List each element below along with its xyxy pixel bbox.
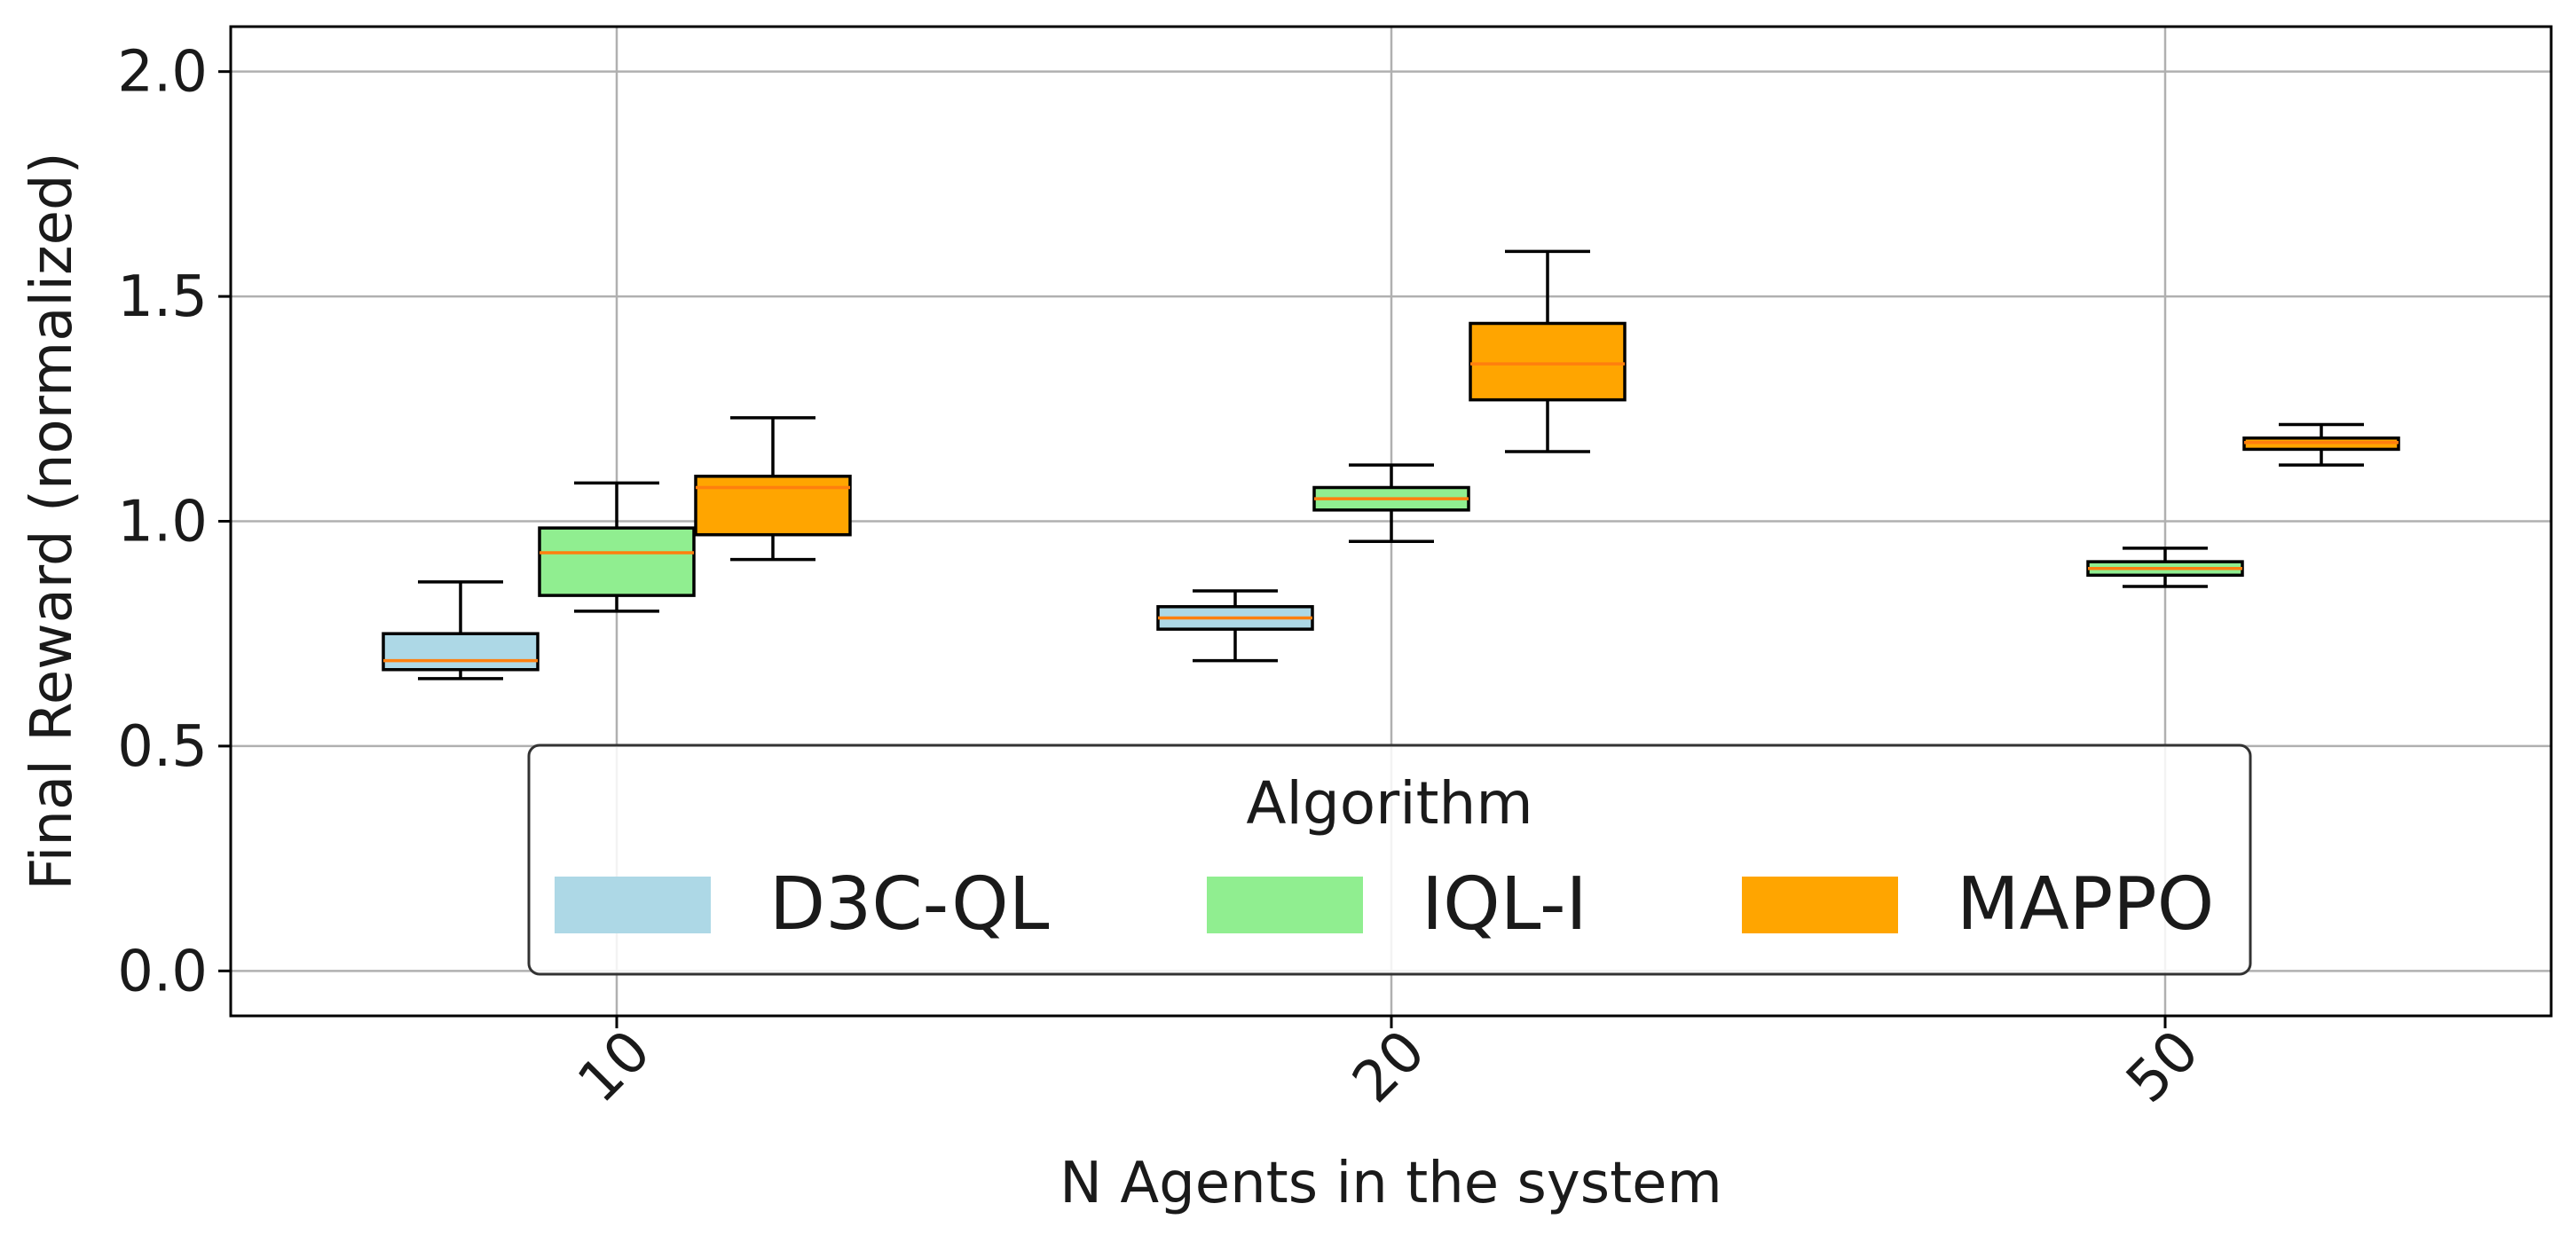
legend-item-iql-i: IQL-I — [1207, 862, 1587, 947]
legend-swatch — [555, 877, 711, 933]
y-tick-label: 1.5 — [117, 264, 208, 330]
y-tick-label: 1.0 — [117, 490, 208, 555]
box-mappo-20 — [1469, 249, 1627, 453]
x-axis-label: N Agents in the system — [1060, 1151, 1722, 1216]
box-iql-i-20 — [1312, 463, 1470, 544]
y-axis-label: Final Reward (normalized) — [20, 152, 85, 890]
box-d3c-ql-20 — [1156, 589, 1314, 663]
legend: Algorithm D3C-QL IQL-I MAPPO — [527, 743, 2252, 976]
box-iqr — [694, 475, 852, 537]
box-d3c-ql-10 — [382, 580, 540, 681]
legend-title: Algorithm — [1246, 769, 1532, 838]
legend-swatch — [1742, 877, 1898, 933]
legend-label: D3C-QL — [769, 862, 1050, 947]
y-tick-label: 0.0 — [117, 939, 208, 1004]
box-iql-i-50 — [2086, 547, 2244, 588]
box-iql-i-10 — [538, 481, 696, 613]
legend-items: D3C-QL IQL-I MAPPO — [555, 862, 2214, 947]
legend-swatch — [1207, 877, 1363, 933]
box-mappo-10 — [694, 416, 852, 562]
y-tick-label: 2.0 — [117, 40, 208, 106]
box-iqr — [382, 632, 540, 672]
legend-label: MAPPO — [1957, 862, 2214, 947]
box-mappo-50 — [2242, 422, 2400, 467]
legend-item-d3c-ql: D3C-QL — [555, 862, 1050, 947]
legend-label: IQL-I — [1422, 862, 1587, 947]
box-elements — [382, 249, 2400, 681]
legend-item-mappo: MAPPO — [1742, 862, 2214, 947]
y-tick-label: 0.5 — [117, 714, 208, 780]
box-iqr — [1469, 321, 1627, 402]
box-iqr — [538, 526, 696, 597]
